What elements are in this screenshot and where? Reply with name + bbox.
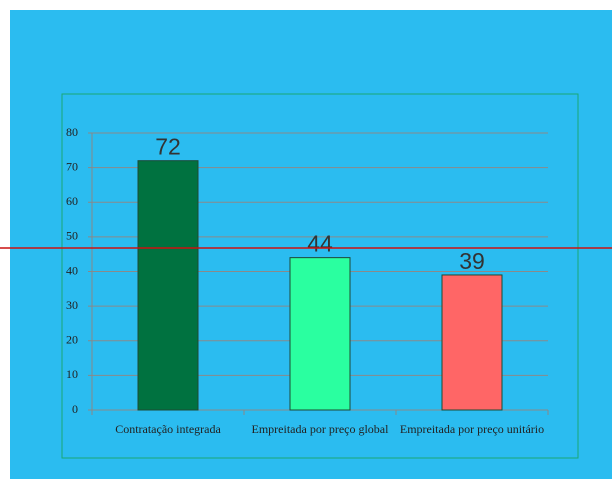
bar — [289, 257, 351, 411]
y-tick-label: 20 — [66, 333, 78, 347]
x-tick-label: Contratação integrada — [115, 422, 221, 436]
y-tick-label: 60 — [66, 194, 78, 208]
y-tick-label: 30 — [66, 298, 78, 312]
bar — [137, 160, 199, 411]
value-label: 39 — [459, 248, 485, 274]
y-tick-label: 0 — [72, 402, 78, 416]
y-tick-label: 50 — [66, 229, 78, 243]
y-tick-label: 80 — [66, 125, 78, 139]
y-tick-label: 40 — [66, 263, 78, 277]
bar — [441, 274, 503, 411]
x-tick-label: Empreitada por preço unitário — [399, 422, 545, 436]
value-label: 72 — [155, 134, 181, 160]
value-label: 44 — [307, 231, 333, 257]
marks: 72 44 39 — [137, 134, 503, 411]
x-tick-label: Empreitada por preço global — [251, 422, 389, 436]
chart-frame — [61, 93, 579, 459]
y-tick-label: 70 — [66, 159, 78, 173]
y-tick-label: 10 — [66, 367, 78, 381]
